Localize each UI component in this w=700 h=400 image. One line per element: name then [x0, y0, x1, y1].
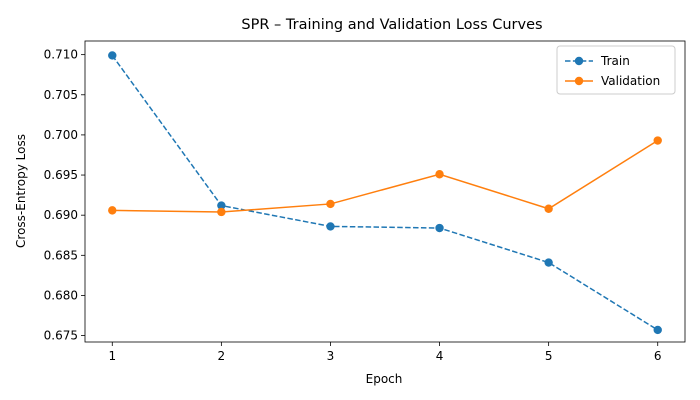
legend-validation-marker: [574, 76, 584, 86]
validation-point: [544, 204, 553, 213]
y-axis-label: Cross-Entropy Loss: [14, 134, 28, 248]
x-tick-label: 1: [108, 349, 116, 363]
train-point: [653, 325, 662, 335]
y-tick-label: 0.700: [44, 128, 78, 142]
train-point: [544, 258, 553, 267]
series-layer: [108, 51, 662, 335]
legend-train-marker: [574, 56, 584, 66]
x-tick-label: 5: [545, 349, 553, 363]
train-point: [217, 201, 226, 210]
x-axis-label: Epoch: [366, 372, 403, 386]
y-tick-label: 0.705: [44, 88, 78, 102]
legend-train-label: Train: [600, 54, 630, 68]
y-tick-label: 0.695: [44, 168, 78, 182]
plot-frame: [84, 40, 686, 343]
x-tick-label: 2: [218, 349, 226, 363]
legend-validation-label: Validation: [601, 74, 660, 88]
validation-series-line: [112, 139, 659, 213]
validation-point: [326, 199, 335, 209]
train-point: [108, 51, 117, 60]
y-tick-label: 0.710: [44, 48, 78, 62]
y-tick-label: 0.675: [44, 329, 78, 343]
validation-point: [108, 206, 117, 215]
train-point: [435, 223, 444, 233]
x-tick-label: 4: [436, 349, 444, 363]
train-point: [326, 222, 335, 231]
x-axis: 1 2 3 4 5 6: [108, 342, 662, 363]
validation-point: [217, 207, 226, 217]
legend: Train Validation: [556, 45, 676, 95]
train-series-line: [111, 55, 659, 331]
plot-area: [84, 40, 686, 343]
x-tick-label: 6: [654, 349, 662, 363]
y-tick-label: 0.690: [44, 208, 78, 222]
validation-point: [653, 136, 662, 145]
legend-box: [556, 45, 676, 95]
validation-point: [435, 170, 444, 179]
y-axis: 0.675 0.680 0.685 0.690 0.695 0.700 0.705 0.710: [44, 48, 85, 343]
chart-title: SPR – Training and Validation Loss Curve…: [241, 17, 542, 33]
x-tick-label: 3: [327, 349, 335, 363]
y-tick-label: 0.685: [44, 248, 78, 262]
y-tick-label: 0.680: [44, 288, 78, 302]
